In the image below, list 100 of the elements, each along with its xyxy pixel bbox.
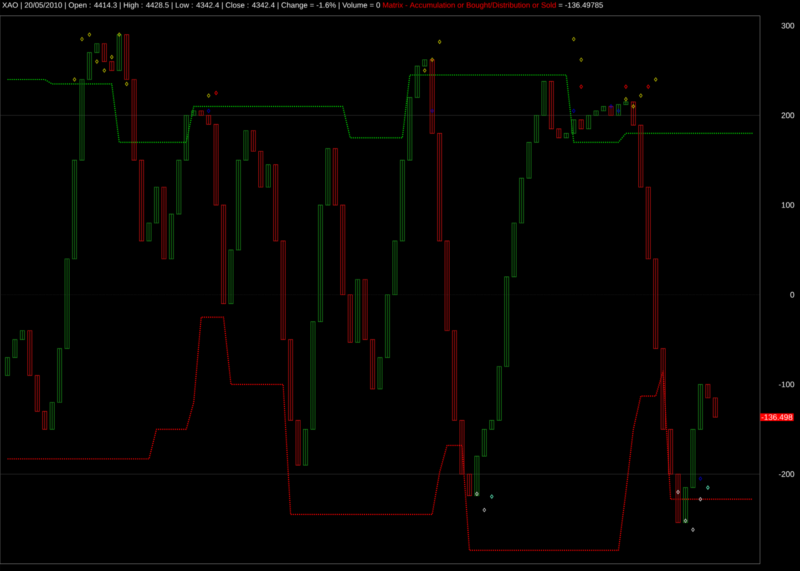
point <box>580 84 583 89</box>
candlestick <box>214 124 218 206</box>
candlestick <box>348 294 353 343</box>
candlestick <box>698 384 703 430</box>
candlestick <box>228 250 234 304</box>
candlestick <box>146 222 152 242</box>
candlestick <box>512 222 517 278</box>
point <box>482 508 486 512</box>
candlestick <box>132 79 137 161</box>
candlestick <box>325 148 330 206</box>
candlestick <box>392 240 398 296</box>
point <box>102 68 106 73</box>
candlestick <box>176 160 182 214</box>
candlestick <box>638 124 644 188</box>
point <box>654 77 658 82</box>
point <box>691 528 695 532</box>
point <box>95 59 99 64</box>
candlestick <box>184 115 189 161</box>
candlestick <box>548 80 554 130</box>
candlestick <box>616 104 621 116</box>
point <box>110 54 114 60</box>
candlestick <box>668 428 673 474</box>
candlestick <box>288 339 293 421</box>
candlestick <box>266 164 271 188</box>
candlestick <box>705 384 710 398</box>
point <box>609 104 613 108</box>
candlestick <box>608 106 614 116</box>
point <box>706 485 710 490</box>
candlestick <box>296 420 300 466</box>
candlestick <box>646 186 651 260</box>
point <box>698 497 702 502</box>
point <box>72 77 76 82</box>
candlestick <box>258 150 264 188</box>
candlestick <box>653 258 658 349</box>
point <box>125 82 128 86</box>
candlestick <box>400 160 405 242</box>
point <box>214 90 218 96</box>
candlestick <box>474 456 480 496</box>
candlestick <box>630 102 636 126</box>
candlestick <box>467 474 472 496</box>
candlestick <box>690 428 696 488</box>
point <box>624 84 628 89</box>
point <box>430 108 434 113</box>
candlestick <box>414 66 420 98</box>
point <box>80 37 84 42</box>
candlestick <box>244 130 248 161</box>
candlestick <box>12 339 18 358</box>
candlestick <box>64 258 70 349</box>
point <box>438 40 442 44</box>
candlestick <box>221 204 226 304</box>
candlestick <box>496 366 502 421</box>
candlestick <box>139 160 144 242</box>
candlestick <box>72 160 77 260</box>
candlestick <box>460 420 464 474</box>
point <box>430 58 434 62</box>
candlestick <box>437 133 442 242</box>
point <box>206 94 210 98</box>
point <box>490 494 494 499</box>
candlestick <box>519 178 524 224</box>
point <box>572 37 576 42</box>
candlestick <box>601 106 606 112</box>
candlestick <box>280 240 286 340</box>
point <box>676 490 680 494</box>
candlestick <box>444 240 450 331</box>
candlestick <box>407 97 412 161</box>
candlestick <box>310 321 316 430</box>
candlestick <box>332 148 338 206</box>
candlestick <box>27 330 32 376</box>
point <box>118 32 121 37</box>
candlestick <box>154 186 159 224</box>
candlestick <box>534 115 539 143</box>
candlestick <box>57 348 62 403</box>
candlestick <box>273 164 278 242</box>
candlestick <box>168 214 174 260</box>
point <box>632 104 635 108</box>
point <box>639 94 642 98</box>
candlestick <box>378 357 382 390</box>
candlestick <box>586 115 592 130</box>
candlestick <box>683 487 688 523</box>
candlestick <box>430 59 435 134</box>
point <box>572 108 576 113</box>
candlestick <box>385 294 390 358</box>
candlestick <box>482 428 487 456</box>
candlestick <box>50 402 55 430</box>
point <box>698 476 702 481</box>
point <box>646 84 650 89</box>
point <box>475 492 479 496</box>
candlestick <box>124 34 130 80</box>
point <box>88 32 92 37</box>
candlestick <box>370 339 375 390</box>
point <box>616 108 620 113</box>
point <box>580 58 583 62</box>
point <box>423 68 426 73</box>
candlestick <box>504 276 510 367</box>
candlestick <box>116 34 122 71</box>
candlestick <box>318 204 323 322</box>
candlestick <box>34 375 40 412</box>
point <box>684 518 688 523</box>
candlestick <box>452 330 457 421</box>
candlestick <box>162 186 166 260</box>
